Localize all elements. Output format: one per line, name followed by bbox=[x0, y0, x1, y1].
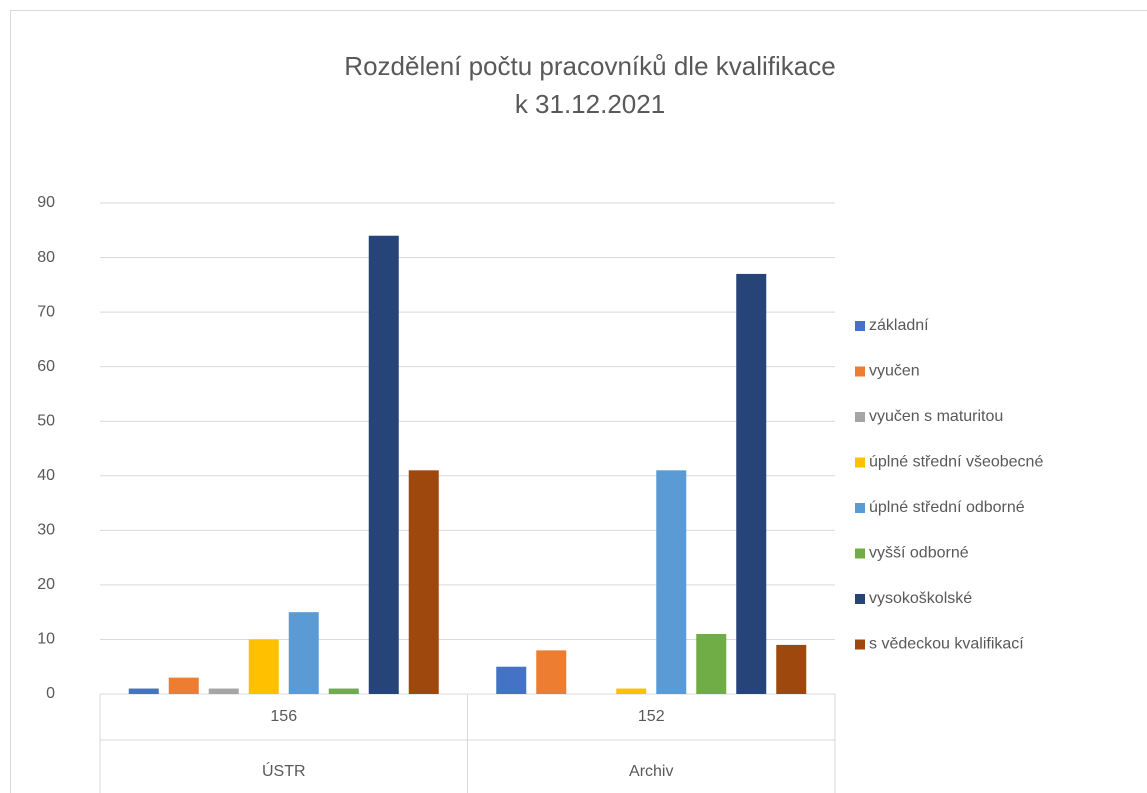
legend-label: vyšší odborné bbox=[869, 545, 969, 562]
legend-label: vysokoškolské bbox=[869, 590, 972, 607]
y-tick-label: 20 bbox=[37, 576, 55, 593]
y-tick-label: 80 bbox=[37, 249, 55, 266]
bar bbox=[696, 633, 727, 694]
bar bbox=[776, 644, 807, 694]
chart-border bbox=[10, 10, 1147, 793]
x-group-label: ÚSTR bbox=[262, 761, 306, 780]
y-tick-label: 60 bbox=[37, 358, 55, 375]
bar bbox=[736, 273, 767, 694]
legend-label: úplné střední odborné bbox=[869, 499, 1025, 516]
y-tick-label: 90 bbox=[37, 194, 55, 211]
chart-title: Rozdělení počtu pracovníků dle kvalifika… bbox=[344, 51, 835, 81]
bar bbox=[536, 650, 567, 694]
bar bbox=[328, 688, 359, 694]
y-tick-label: 70 bbox=[37, 303, 55, 320]
y-tick-label: 50 bbox=[37, 412, 55, 429]
bar bbox=[208, 688, 239, 694]
y-tick-label: 0 bbox=[46, 685, 55, 702]
bar bbox=[288, 612, 319, 694]
legend-swatch bbox=[855, 548, 865, 559]
legend-swatch bbox=[855, 321, 865, 331]
legend-swatch bbox=[855, 412, 865, 422]
legend-swatch bbox=[855, 457, 865, 468]
legend-swatch bbox=[855, 639, 865, 650]
legend-swatch bbox=[855, 366, 865, 377]
bar bbox=[128, 688, 159, 694]
legend-label: s vědeckou kvalifikací bbox=[869, 636, 1024, 653]
legend-label: vyučen s maturitou bbox=[869, 408, 1003, 425]
y-tick-label: 30 bbox=[37, 522, 55, 539]
bar bbox=[248, 639, 279, 694]
x-tick-label: 152 bbox=[638, 708, 665, 725]
y-tick-label: 40 bbox=[37, 467, 55, 484]
y-tick-label: 10 bbox=[37, 631, 55, 648]
bar bbox=[496, 666, 527, 694]
chart-subtitle: k 31.12.2021 bbox=[515, 89, 665, 119]
bar bbox=[168, 677, 199, 694]
legend-label: základní bbox=[869, 317, 929, 334]
bar bbox=[408, 470, 439, 694]
bar bbox=[368, 235, 399, 694]
bar bbox=[656, 470, 687, 694]
legend-label: vyučen bbox=[869, 363, 920, 380]
legend-label: úplné střední všeobecné bbox=[869, 454, 1043, 471]
legend-swatch bbox=[855, 503, 865, 513]
x-tick-label: 156 bbox=[270, 708, 297, 725]
legend-swatch bbox=[855, 594, 865, 604]
bar bbox=[616, 688, 647, 694]
x-group-label: Archiv bbox=[629, 763, 673, 780]
